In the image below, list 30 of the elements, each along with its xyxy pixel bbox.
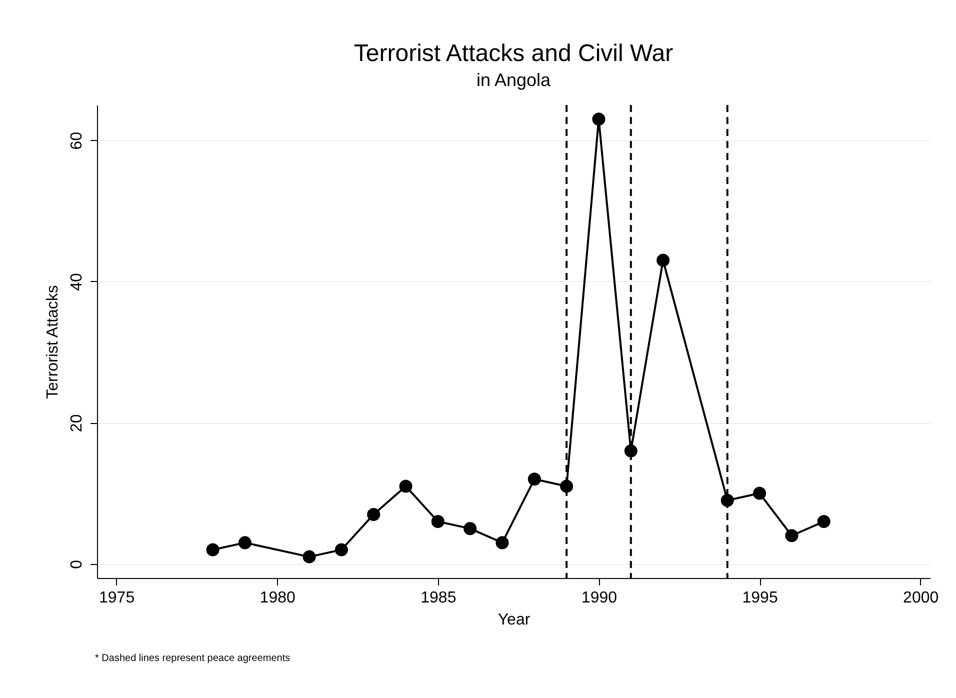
y-tick-label: 40 (68, 272, 86, 291)
text: * Dashed lines represent peace agreements (95, 653, 290, 664)
point (464, 522, 477, 536)
x-tick-label: 1975 (99, 590, 135, 606)
chart-subtitle: in Angola (476, 70, 552, 90)
x-tick-label: 1980 (260, 590, 296, 606)
x-tick-label: 2000 (903, 590, 939, 606)
y-tick-label: 60 (68, 132, 86, 150)
y-tick-label: 20 (68, 414, 86, 432)
x-tick-label: 1985 (420, 590, 456, 606)
x-tick-label: 1995 (742, 590, 778, 606)
y-axis-title: Terrorist Attacks (44, 285, 62, 399)
point (817, 515, 830, 528)
point (206, 543, 220, 556)
point (753, 486, 766, 500)
x-axis-title: Year (498, 612, 531, 628)
y-tick-label: 0 (68, 560, 86, 569)
point (431, 515, 444, 528)
point (656, 254, 670, 267)
x-tick-label: 1990 (581, 590, 618, 606)
point (334, 543, 348, 556)
point (399, 480, 412, 493)
point (592, 112, 606, 126)
chart-title: Terrorist Attacks and Civil War (354, 40, 674, 67)
point (496, 536, 509, 550)
point (528, 472, 541, 486)
point (238, 536, 252, 550)
point (302, 550, 316, 564)
point (785, 529, 798, 542)
point (367, 508, 380, 521)
